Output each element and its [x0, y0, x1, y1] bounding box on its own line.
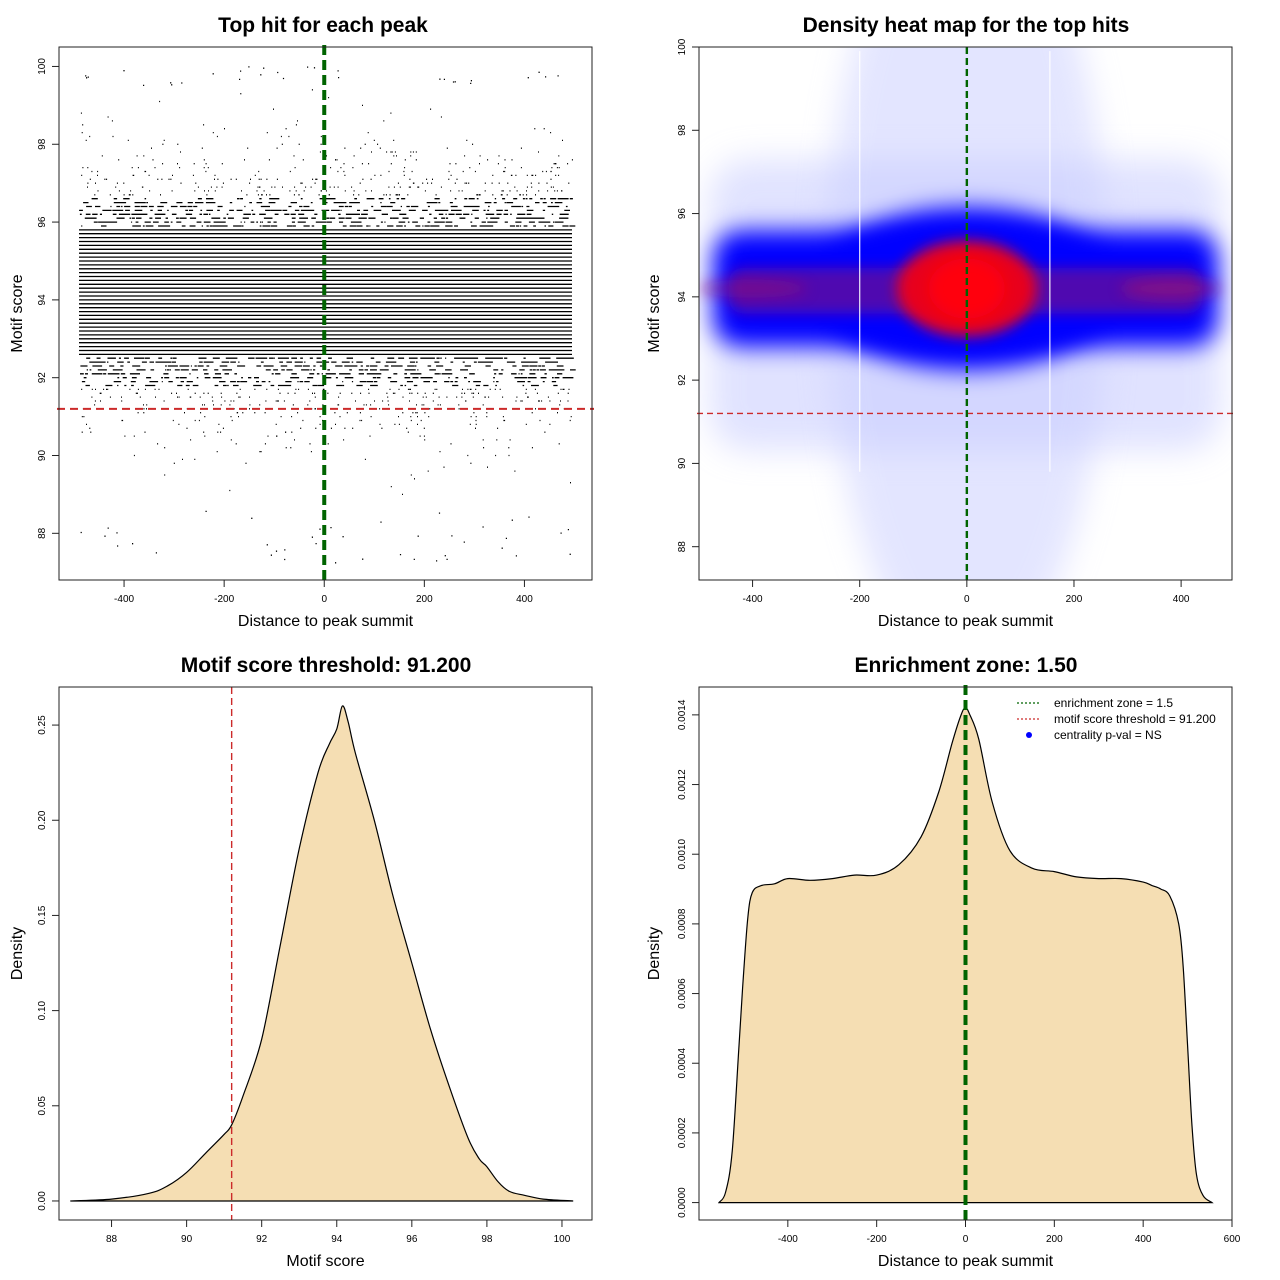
y-tick-label: 0.00	[37, 1191, 48, 1211]
y-tick-label: 90	[677, 457, 688, 469]
y-tick-label: 0.15	[37, 905, 48, 925]
heatmap-layer	[699, 47, 1232, 580]
x-tick-label: -400	[743, 594, 763, 605]
x-tick-label: 400	[516, 594, 533, 605]
y-axis-label: Motif score	[646, 274, 663, 352]
x-tick-label: -200	[850, 594, 870, 605]
x-tick-label: 98	[481, 1234, 493, 1245]
legend-label: enrichment zone = 1.5	[1054, 696, 1173, 710]
y-axis-label: Motif score	[9, 274, 26, 352]
chart-title: Density heat map for the top hits	[803, 14, 1130, 37]
y-tick-label: 0.0008	[677, 908, 688, 939]
x-tick-label: 100	[554, 1234, 571, 1245]
y-tick-label: 88	[37, 527, 48, 539]
x-tick-label: -200	[214, 594, 234, 605]
scatter-points	[79, 66, 576, 564]
y-tick-label: 0.25	[37, 715, 48, 735]
y-tick-label: 88	[677, 541, 688, 553]
x-axis-label: Distance to peak summit	[878, 613, 1054, 630]
legend-label: centrality p-val = NS	[1054, 728, 1162, 742]
chart-panel-1: -400 -200 0 200 400 88 90 92 94 96 98 100 Top hit fo…	[9, 14, 594, 630]
y-tick-label: 0.0010	[677, 838, 688, 869]
y-tick-label: 94	[37, 294, 48, 306]
y-tick-label: 0.20	[37, 810, 48, 830]
y-tick-label: 98	[677, 124, 688, 136]
x-tick-label: 90	[181, 1234, 193, 1245]
y-tick-label: 92	[37, 372, 48, 384]
y-tick-label: 90	[37, 450, 48, 462]
x-tick-label: 400	[1135, 1234, 1152, 1245]
y-tick-label: 0.0002	[677, 1117, 688, 1148]
y-tick-label: 0.10	[37, 1000, 48, 1020]
x-tick-label: -400	[114, 594, 134, 605]
x-tick-label: 200	[1066, 594, 1083, 605]
density-area	[70, 705, 574, 1202]
chart-panel-3: 88 90 92 94 96 98 100 0.00 0.05 0.10 0.15 0.20 0.25 M…	[9, 654, 593, 1270]
x-axis-label: Distance to peak summit	[238, 613, 414, 630]
x-tick-label: -200	[867, 1234, 887, 1245]
plot-frame	[58, 686, 593, 1221]
plot-frame	[698, 46, 1233, 581]
x-tick-label: 0	[321, 594, 327, 605]
y-tick-label: 96	[677, 208, 688, 220]
y-tick-label: 0.0006	[677, 978, 688, 1009]
chart-panel-2: -400 -200 0 200 400 88 90 92 94 96 98 100 Density he…	[646, 14, 1234, 630]
y-tick-label: 100	[37, 58, 48, 75]
y-tick-label: 0.05	[37, 1096, 48, 1116]
x-tick-label: -400	[778, 1234, 798, 1245]
x-tick-label: 92	[256, 1234, 268, 1245]
plot-frame	[58, 46, 593, 581]
chart-panel-4: -400 -200 0 200 400 600 0.0000 0.0002 0.0004 0.00…	[646, 654, 1241, 1270]
x-tick-label: 88	[106, 1234, 118, 1245]
y-tick-label: 100	[677, 38, 688, 55]
legend-label: motif score threshold = 91.200	[1054, 712, 1216, 726]
y-tick-label: 96	[37, 216, 48, 228]
chart-title: Enrichment zone: 1.50	[855, 654, 1078, 677]
x-tick-label: 400	[1173, 594, 1190, 605]
y-tick-label: 94	[677, 291, 688, 303]
legend: enrichment zone = 1.5 motif score thresho…	[1017, 696, 1216, 742]
legend-swatch	[1026, 732, 1032, 738]
chart-title: Top hit for each peak	[218, 14, 428, 37]
chart-title: Motif score threshold: 91.200	[181, 654, 472, 677]
y-tick-label: 0.0012	[677, 769, 688, 800]
y-axis-label: Density	[646, 927, 663, 980]
x-tick-label: 94	[331, 1234, 343, 1245]
x-tick-label: 200	[1046, 1234, 1063, 1245]
y-tick-label: 98	[37, 138, 48, 150]
y-tick-label: 0.0014	[677, 699, 688, 730]
x-tick-label: 96	[406, 1234, 418, 1245]
y-axis-label: Density	[9, 927, 26, 980]
x-tick-label: 200	[416, 594, 433, 605]
y-tick-label: 0.0000	[677, 1187, 688, 1218]
y-tick-label: 92	[677, 374, 688, 386]
x-axis-label: Distance to peak summit	[878, 1253, 1054, 1270]
x-axis-label: Motif score	[286, 1253, 364, 1270]
x-tick-label: 0	[964, 594, 970, 605]
x-tick-label: 600	[1224, 1234, 1241, 1245]
y-tick-label: 0.0004	[677, 1048, 688, 1079]
x-tick-label: 0	[963, 1234, 969, 1245]
